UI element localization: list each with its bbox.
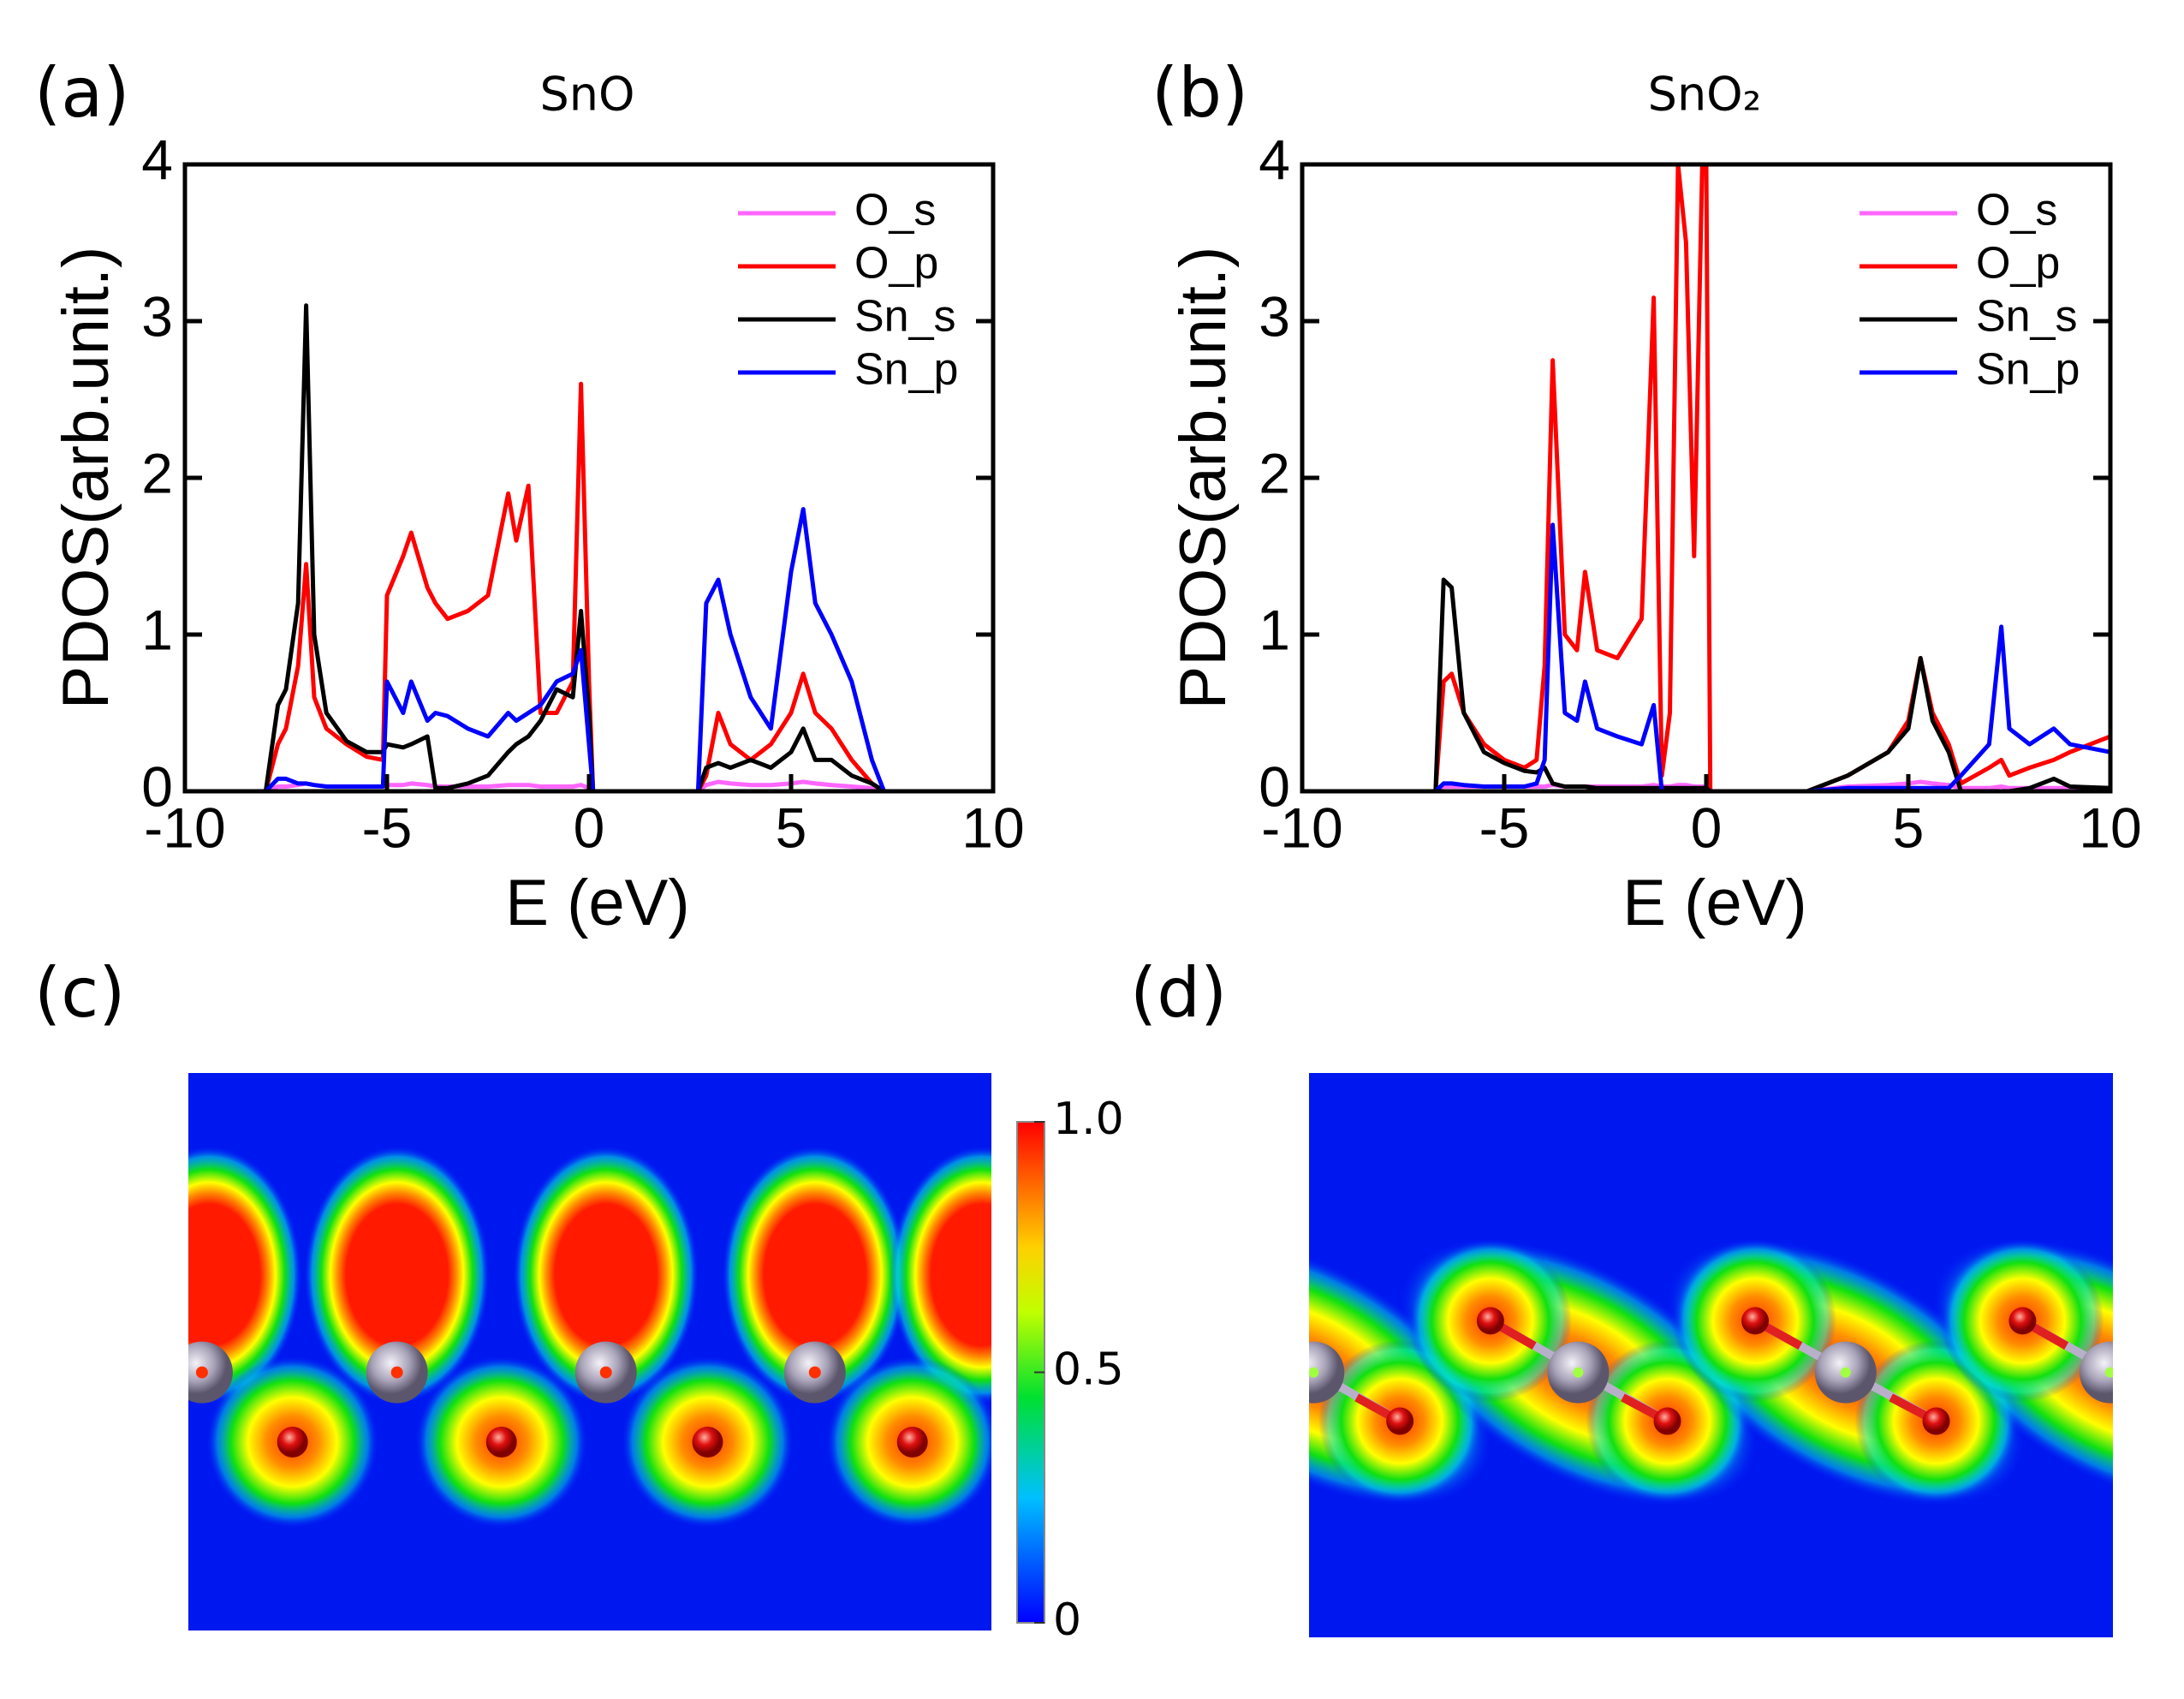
- density-halo: [2120, 1340, 2184, 1503]
- o-atom: [277, 1426, 308, 1458]
- sn-core: [599, 1366, 612, 1379]
- series-line: [185, 507, 993, 793]
- y-axis-label: PDOS(arb.unit.): [50, 247, 122, 710]
- legend-label: Sn_p: [1976, 345, 2080, 395]
- y-tick-label: 2: [141, 441, 173, 504]
- density-lobe: [890, 1146, 991, 1404]
- plot-area: [185, 303, 993, 793]
- o-atom: [1386, 1407, 1414, 1435]
- o-atom: [1476, 1307, 1504, 1335]
- o-atom: [1922, 1407, 1950, 1435]
- charge-density-map: [188, 1073, 991, 1630]
- legend-label: O_p: [1976, 239, 2060, 289]
- legend-label: Sn_s: [1976, 292, 2078, 342]
- colorbar-label: 0: [1053, 1595, 1081, 1646]
- x-axis-label: E (eV): [1622, 867, 1806, 939]
- series-line: [1302, 522, 2110, 793]
- o-atom: [485, 1426, 517, 1458]
- x-tick-label: -5: [1479, 796, 1530, 859]
- y-tick-label: 1: [141, 598, 173, 661]
- sn-core: [808, 1366, 821, 1379]
- o-atom: [1212, 1307, 1240, 1334]
- y-tick-label: 4: [141, 128, 173, 191]
- y-tick-label: 3: [1259, 284, 1290, 348]
- y-tick-label: 4: [1259, 128, 1290, 191]
- y-tick-label: 2: [1259, 441, 1290, 504]
- x-tick-label: -10: [144, 796, 225, 859]
- x-tick-label: 5: [776, 796, 807, 859]
- legend-label: O_s: [854, 186, 936, 235]
- series-line: [185, 381, 993, 793]
- sn-atom: [1309, 1341, 1345, 1404]
- x-tick-label: 0: [1691, 796, 1723, 859]
- x-tick-label: 10: [2079, 796, 2141, 859]
- legend-label: O_s: [1976, 186, 2057, 235]
- density-lobe: [513, 1146, 699, 1404]
- o-atom: [896, 1426, 928, 1458]
- density-lobe: [304, 1146, 490, 1404]
- sn-core: [1573, 1367, 1584, 1378]
- colorbar-label: 1.0: [1053, 1094, 1124, 1145]
- y-tick-label: 0: [1259, 754, 1290, 818]
- series-line: [185, 303, 993, 793]
- x-tick-label: 10: [961, 796, 1024, 859]
- y-axis-label: PDOS(arb.unit.): [1167, 247, 1240, 710]
- legend-label: Sn_s: [854, 292, 956, 342]
- y-tick-label: 1: [1259, 598, 1290, 661]
- sn-atom: [2079, 1341, 2113, 1404]
- density-lobe: [188, 1146, 302, 1404]
- y-tick-label: 0: [141, 754, 173, 818]
- x-tick-label: 5: [1893, 796, 1925, 859]
- legend-label: O_p: [854, 239, 938, 289]
- density-halo: [1145, 1239, 1307, 1402]
- panel-label: (b): [1152, 53, 1248, 133]
- legend-label: Sn_p: [854, 345, 958, 395]
- o-atom: [2008, 1307, 2037, 1335]
- sn-core: [390, 1366, 403, 1379]
- sn-atom: [188, 1341, 233, 1404]
- sn-core: [2104, 1367, 2113, 1378]
- chart-title: SnO₂: [1648, 68, 1762, 122]
- chart-title: SnO: [539, 68, 634, 122]
- o-atom: [692, 1426, 723, 1458]
- sn-core: [195, 1366, 208, 1379]
- bond: [2156, 1398, 2184, 1422]
- density-lobe: [722, 1146, 908, 1404]
- y-tick-label: 3: [141, 284, 173, 348]
- x-tick-label: -10: [1261, 796, 1342, 859]
- sn-core: [1309, 1367, 1319, 1378]
- o-atom: [1741, 1307, 1770, 1335]
- panel-label: (d): [1130, 953, 1227, 1033]
- panel-label: (a): [34, 53, 129, 133]
- x-tick-label: -5: [362, 796, 413, 859]
- x-axis-label: E (eV): [505, 867, 689, 939]
- o-atom: [1653, 1407, 1681, 1435]
- colorbar-label: 0.5: [1053, 1344, 1124, 1396]
- bond: [1226, 1320, 1270, 1345]
- x-tick-label: 0: [574, 796, 605, 859]
- panel-label: (c): [34, 953, 125, 1033]
- charge-density-map: [1145, 1073, 2184, 1637]
- sn-core: [1840, 1367, 1851, 1378]
- series-line: [1302, 577, 2110, 793]
